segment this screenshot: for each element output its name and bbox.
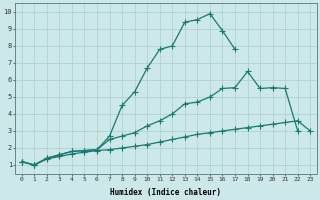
X-axis label: Humidex (Indice chaleur): Humidex (Indice chaleur) — [110, 188, 221, 197]
